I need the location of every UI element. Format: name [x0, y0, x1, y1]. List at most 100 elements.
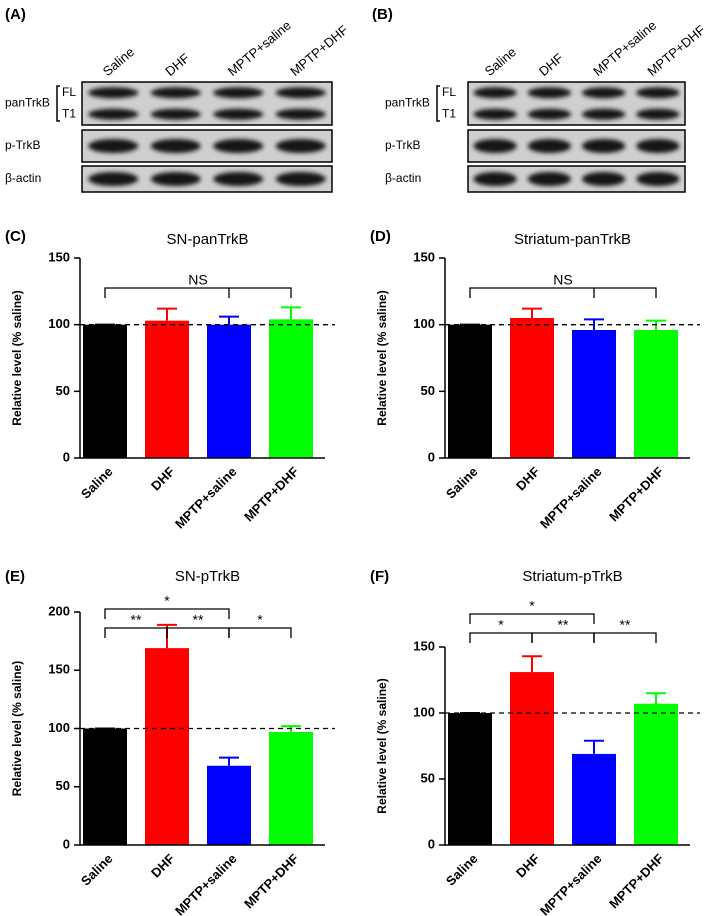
y-tick-label: 0 [428, 449, 435, 464]
band-label: FL [62, 85, 76, 99]
bar [510, 318, 554, 458]
blot-band [88, 87, 139, 99]
significance-bracket [166, 627, 230, 638]
row-label: panTrkB [5, 96, 50, 110]
blot-band [275, 108, 326, 120]
bar [145, 320, 189, 458]
bar [269, 731, 313, 845]
significance-bracket [104, 608, 230, 619]
x-tick-label: MPTP+saline [537, 464, 605, 532]
lane-label: Saline [100, 44, 137, 79]
blot-band [473, 172, 517, 186]
y-tick-label: 150 [48, 662, 70, 677]
y-tick-label: 50 [421, 383, 435, 398]
blot-band [581, 139, 626, 153]
row-label: panTrkB [385, 96, 430, 110]
x-tick-label: MPTP+saline [537, 851, 605, 916]
blot-band [213, 108, 264, 120]
lane-label: DHF [536, 50, 566, 79]
chart-title: SN-panTrkB [167, 231, 249, 248]
y-tick-label: 0 [63, 836, 70, 851]
axes [444, 647, 690, 846]
chart-title: Striatum-pTrkB [522, 568, 622, 585]
axes [79, 258, 325, 459]
y-tick-label: 100 [48, 720, 70, 735]
x-tick-label: Saline [443, 851, 481, 889]
blot-band [150, 139, 201, 153]
blot-band [88, 108, 139, 120]
y-tick-label: 150 [413, 638, 435, 653]
x-tick-label: Saline [443, 464, 481, 502]
y-axis-label: Relative level (% saline) [375, 678, 389, 813]
blot-band [473, 139, 517, 153]
band-bracket [56, 85, 60, 122]
error-bar [281, 306, 301, 320]
significance-bracket [104, 627, 168, 638]
error-bar [219, 756, 239, 766]
significance-bracket [104, 287, 292, 298]
x-tick-label: Saline [78, 851, 116, 889]
chart-title: SN-pTrkB [175, 568, 240, 585]
bar [634, 330, 678, 458]
blot-band [581, 172, 626, 186]
significance-label: NS [553, 272, 572, 288]
blot-band [527, 108, 572, 120]
blot-band [88, 139, 139, 153]
blot-band [275, 172, 326, 186]
lane-label: MPTP+saline [225, 18, 294, 79]
y-tick-label: 50 [421, 770, 435, 785]
lane-label: DHF [162, 50, 192, 79]
chart-title: Striatum-panTrkB [514, 231, 631, 248]
y-tick-label: 0 [428, 836, 435, 851]
y-tick-label: 150 [413, 249, 435, 264]
blot-band [473, 108, 517, 120]
significance-label: ** [193, 612, 204, 628]
blot-band [527, 139, 572, 153]
significance-label: ** [620, 617, 631, 633]
band-bracket [436, 85, 440, 122]
blot-band [150, 172, 201, 186]
error-bar [219, 315, 239, 325]
bar [207, 324, 251, 458]
significance-bracket [531, 632, 595, 643]
error-bar [522, 307, 542, 318]
significance-label: * [164, 593, 170, 609]
bar [448, 713, 492, 845]
error-bar [584, 739, 604, 754]
x-tick-label: MPTP+DHF [241, 851, 301, 911]
significance-label: * [498, 617, 504, 633]
error-bar [522, 655, 542, 673]
bar [448, 324, 492, 458]
panel-label: (A) [5, 6, 26, 23]
blot-band [636, 139, 680, 153]
bar [269, 319, 313, 458]
x-tick-label: DHF [148, 851, 178, 881]
bar [83, 324, 127, 458]
axes [444, 258, 690, 459]
x-tick-label: MPTP+saline [172, 464, 240, 532]
panel-label: (F) [370, 568, 389, 585]
significance-label: ** [131, 612, 142, 628]
panel-label: (E) [5, 568, 25, 585]
y-tick-label: 50 [56, 778, 70, 793]
axes [79, 612, 325, 846]
x-tick-label: MPTP+saline [172, 851, 240, 916]
blot-band [213, 172, 264, 186]
band-label: T1 [442, 106, 456, 120]
row-label: p-TrkB [5, 138, 41, 152]
significance-label: * [529, 598, 535, 614]
blot-band [88, 172, 139, 186]
y-axis-label: Relative level (% saline) [10, 661, 24, 796]
bar [572, 753, 616, 845]
significance-label: * [257, 612, 263, 628]
x-tick-label: DHF [513, 851, 543, 881]
y-axis-label: Relative level (% saline) [375, 290, 389, 425]
row-label: β-actin [385, 171, 421, 185]
significance-bracket [228, 627, 292, 638]
bar [207, 765, 251, 845]
band-label: T1 [62, 106, 76, 120]
bar [572, 330, 616, 458]
y-tick-label: 150 [48, 249, 70, 264]
y-tick-label: 50 [56, 383, 70, 398]
